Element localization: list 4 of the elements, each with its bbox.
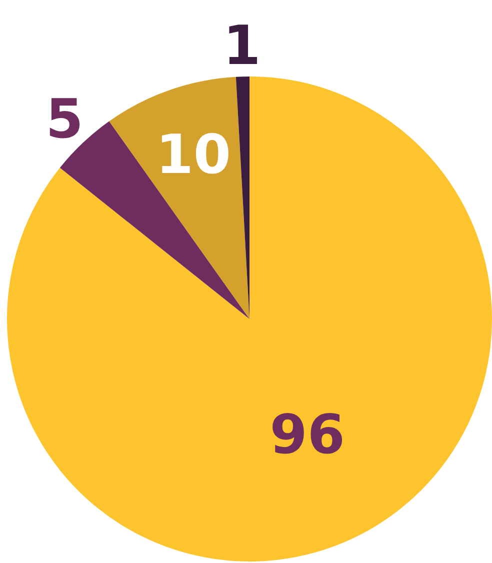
data-label: 1 (223, 14, 261, 77)
data-label: 5 (46, 87, 84, 150)
data-label: 96 (270, 403, 345, 466)
data-label: 10 (156, 122, 232, 186)
